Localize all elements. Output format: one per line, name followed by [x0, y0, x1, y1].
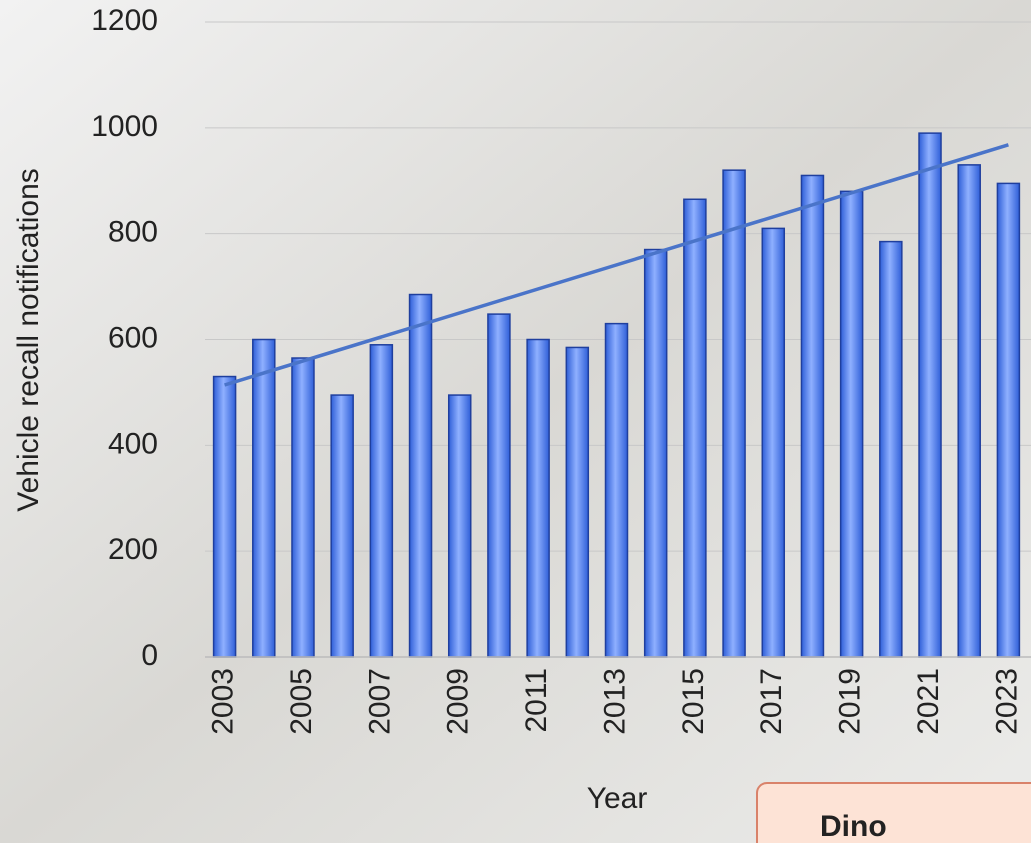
- x-tick-label: 2015: [677, 668, 710, 735]
- bar: [410, 295, 432, 657]
- bar: [762, 228, 784, 657]
- bar: [370, 345, 392, 657]
- x-tick-label: 2007: [363, 668, 396, 735]
- bar: [997, 183, 1019, 657]
- bar: [331, 395, 353, 657]
- y-tick-label: 200: [108, 533, 158, 566]
- y-tick-label: 600: [108, 321, 158, 354]
- bar: [292, 358, 314, 657]
- x-tick-label: 2013: [598, 668, 631, 735]
- x-tick-label: 2011: [520, 668, 553, 733]
- bar: [449, 395, 471, 657]
- x-tick-label: 2017: [755, 668, 788, 735]
- bar: [214, 377, 236, 657]
- bar: [606, 324, 628, 657]
- bar: [958, 165, 980, 657]
- bar: [919, 133, 941, 657]
- bar: [253, 340, 275, 658]
- x-tick-label: 2021: [912, 668, 945, 735]
- bar: [880, 242, 902, 657]
- bar: [723, 170, 745, 657]
- x-tick-label: 2005: [285, 668, 318, 735]
- bar: [488, 314, 510, 657]
- x-axis-title: Year: [587, 782, 648, 815]
- y-tick-label: 1000: [91, 110, 158, 143]
- bar: [645, 250, 667, 657]
- bar: [684, 199, 706, 657]
- note-text: Dino: [820, 810, 887, 843]
- y-axis-title: Vehicle recall notifications: [12, 168, 45, 512]
- y-tick-label: 800: [108, 216, 158, 249]
- bar: [801, 175, 823, 657]
- chart: Vehicle recall notifications Year 0 200 40…: [0, 0, 1031, 843]
- y-tick-label: 400: [108, 427, 158, 460]
- y-tick-label: 0: [141, 639, 158, 672]
- x-tick-label: 2019: [834, 668, 867, 735]
- bar: [566, 347, 588, 657]
- note-box: [757, 783, 1031, 843]
- x-tick-label: 2023: [990, 668, 1023, 735]
- x-tick-label: 2003: [207, 668, 240, 735]
- y-tick-label: 1200: [91, 4, 158, 37]
- bar: [527, 340, 549, 658]
- bar: [841, 191, 863, 657]
- x-tick-label: 2009: [442, 668, 475, 735]
